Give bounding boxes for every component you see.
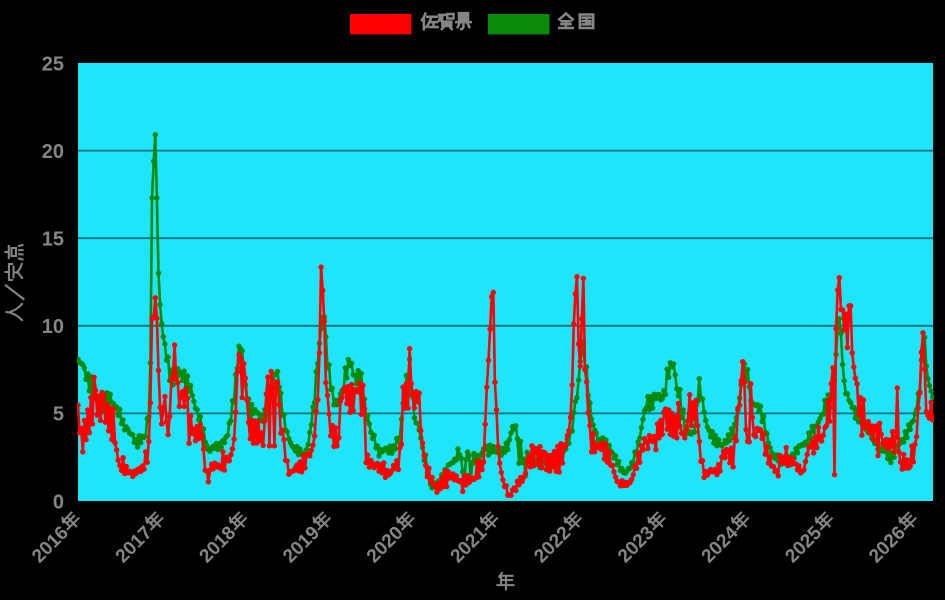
svg-text:25: 25: [42, 53, 64, 75]
svg-text:15: 15: [42, 229, 64, 251]
svg-text:20: 20: [42, 141, 64, 163]
svg-text:0: 0: [53, 491, 64, 513]
svg-text:10: 10: [42, 316, 64, 338]
svg-text:5: 5: [53, 404, 64, 426]
